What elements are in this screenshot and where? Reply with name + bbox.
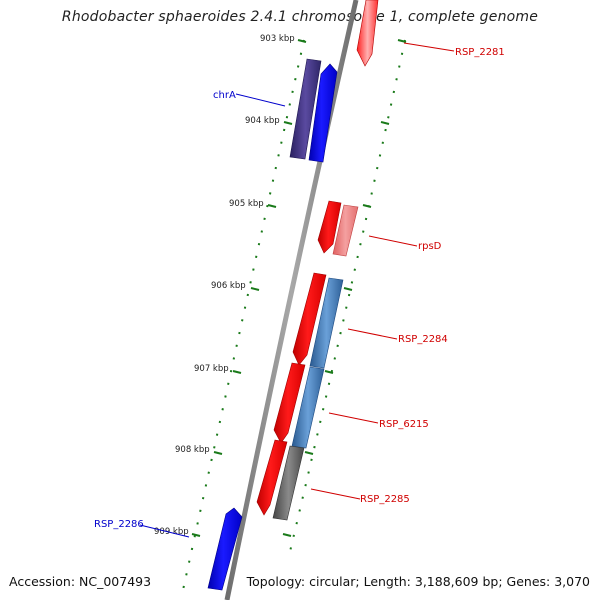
gene-rsp-6215-red[interactable] bbox=[273, 362, 306, 444]
leader-line bbox=[235, 93, 286, 107]
gene-chra-blue[interactable] bbox=[308, 63, 338, 163]
tick-mark bbox=[283, 121, 293, 125]
gene-label-rsp-6215[interactable]: RSP_6215 bbox=[379, 419, 429, 430]
genome-backbone bbox=[224, 0, 359, 600]
tick-label: 909 kbp bbox=[154, 527, 189, 537]
gene-label-rsp-2284[interactable]: RSP_2284 bbox=[398, 334, 448, 345]
gene-rpsd-pink[interactable] bbox=[332, 204, 359, 257]
tick-mark bbox=[282, 533, 292, 537]
tick-mark bbox=[304, 451, 314, 455]
tick-label: 903 kbp bbox=[260, 34, 295, 44]
gene-rsp-6215-steel[interactable] bbox=[291, 366, 325, 449]
tick-mark bbox=[297, 39, 307, 43]
gene-label-chra[interactable]: chrA bbox=[213, 90, 236, 101]
accession-text: Accession: NC_007493 bbox=[9, 574, 152, 589]
gene-label-group: RSP_2281 chrA rpsD RSP_2284 RSP_6215 RSP… bbox=[94, 42, 505, 538]
tick-mark bbox=[191, 533, 201, 537]
gene-label-rsp-2285[interactable]: RSP_2285 bbox=[360, 494, 410, 505]
tick-label: 906 kbp bbox=[211, 281, 246, 291]
gene-rsp-2284-steel[interactable] bbox=[309, 277, 344, 369]
leader-line bbox=[310, 488, 361, 500]
gene-label-rsp-2281[interactable]: RSP_2281 bbox=[455, 47, 505, 58]
tick-label: 907 kbp bbox=[194, 364, 229, 374]
gene-rsp-2281[interactable] bbox=[356, 0, 379, 67]
gene-label-rpsd[interactable]: rpsD bbox=[418, 241, 442, 252]
tick-mark bbox=[213, 451, 223, 455]
gene-rsp-2284-red[interactable] bbox=[292, 272, 327, 366]
gene-rsp-2286[interactable] bbox=[207, 507, 243, 591]
tick-mark bbox=[232, 370, 242, 374]
tick-label: 905 kbp bbox=[229, 199, 264, 209]
tick-label: 904 kbp bbox=[245, 116, 280, 126]
leader-line bbox=[368, 235, 418, 247]
gene-label-rsp-2286[interactable]: RSP_2286 bbox=[94, 519, 144, 530]
tick-mark bbox=[397, 39, 407, 43]
gene-rpsd-red[interactable] bbox=[317, 200, 342, 254]
tick-mark bbox=[380, 121, 390, 125]
leader-line bbox=[403, 42, 455, 52]
tick-mark bbox=[343, 287, 353, 291]
tick-label: 908 kbp bbox=[175, 445, 210, 455]
tick-mark bbox=[362, 204, 372, 208]
gene-features bbox=[207, 0, 379, 591]
tick-mark bbox=[267, 204, 277, 208]
outer-tick-ring bbox=[287, 39, 406, 561]
leader-line bbox=[139, 524, 190, 538]
tick-mark bbox=[324, 370, 334, 374]
tick-group: 903 kbp 904 kbp 905 kbp 906 kbp 907 kbp … bbox=[154, 34, 407, 537]
gene-rsp-2285-red[interactable] bbox=[256, 439, 288, 516]
leader-line bbox=[328, 412, 379, 424]
genome-summary-text: Topology: circular; Length: 3,188,609 bp… bbox=[246, 574, 590, 589]
leader-line bbox=[347, 328, 398, 340]
map-title: Rhodobacter sphaeroides 2.4.1 chromosome… bbox=[61, 9, 539, 25]
gene-rsp-2285-gray[interactable] bbox=[272, 445, 305, 521]
gene-chra-navy[interactable] bbox=[289, 58, 322, 160]
tick-mark bbox=[250, 287, 260, 291]
